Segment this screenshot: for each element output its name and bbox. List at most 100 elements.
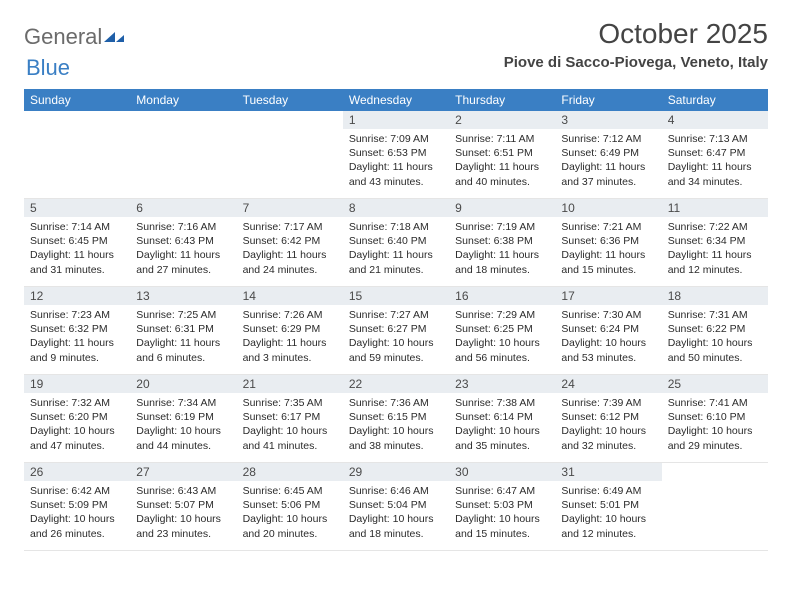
day-info: Sunrise: 7:21 AMSunset: 6:36 PMDaylight:…: [561, 220, 655, 277]
day-cell-25: 25 Sunrise: 7:41 AMSunset: 6:10 PMDayligh…: [662, 375, 768, 463]
day-number: 29: [343, 463, 449, 481]
weekday-header-row: SundayMondayTuesdayWednesdayThursdayFrid…: [24, 89, 768, 111]
day-cell-11: 11 Sunrise: 7:22 AMSunset: 6:34 PMDayligh…: [662, 199, 768, 287]
day-number: 31: [555, 463, 661, 481]
day-number: 22: [343, 375, 449, 393]
day-cell-28: 28Sunrise: 6:45 AMSunset: 5:06 PMDayligh…: [237, 463, 343, 551]
day-cell-26: 26 Sunrise: 6:42 AMSunset: 5:09 PMDayligh…: [24, 463, 130, 551]
day-number: 4: [662, 111, 768, 129]
day-number: 17: [555, 287, 661, 305]
day-cell-20: 20 Sunrise: 7:34 AMSunset: 6:19 PMDayligh…: [130, 375, 236, 463]
day-number: 7: [237, 199, 343, 217]
day-cell-6: 6 Sunrise: 7:16 AMSunset: 6:43 PMDaylight…: [130, 199, 236, 287]
day-info: Sunrise: 7:11 AMSunset: 6:51 PMDaylight:…: [455, 132, 549, 189]
day-number: 10: [555, 199, 661, 217]
day-info: Sunrise: 7:36 AMSunset: 6:15 PMDaylight:…: [349, 396, 443, 453]
day-cell-18: 18 Sunrise: 7:31 AMSunset: 6:22 PMDayligh…: [662, 287, 768, 375]
day-cell-16: 16Sunrise: 7:29 AMSunset: 6:25 PMDayligh…: [449, 287, 555, 375]
week-row: 1 Sunrise: 7:09 AMSunset: 6:53 PMDaylight…: [24, 111, 768, 199]
day-number: 12: [24, 287, 130, 305]
weekday-sunday: Sunday: [24, 89, 130, 111]
title-block: October 2025 Piove di Sacco-Piovega, Ven…: [504, 18, 768, 71]
day-number: 2: [449, 111, 555, 129]
weekday-thursday: Thursday: [449, 89, 555, 111]
month-title: October 2025: [504, 18, 768, 50]
day-cell-3: 3 Sunrise: 7:12 AMSunset: 6:49 PMDaylight…: [555, 111, 661, 199]
day-info: Sunrise: 7:38 AMSunset: 6:14 PMDaylight:…: [455, 396, 549, 453]
day-info: Sunrise: 7:41 AMSunset: 6:10 PMDaylight:…: [668, 396, 762, 453]
day-info: Sunrise: 7:32 AMSunset: 6:20 PMDaylight:…: [30, 396, 124, 453]
day-info: Sunrise: 7:18 AMSunset: 6:40 PMDaylight:…: [349, 220, 443, 277]
day-number: 13: [130, 287, 236, 305]
day-number: 6: [130, 199, 236, 217]
day-cell-23: 23 Sunrise: 7:38 AMSunset: 6:14 PMDayligh…: [449, 375, 555, 463]
weekday-monday: Monday: [130, 89, 236, 111]
day-number: 21: [237, 375, 343, 393]
day-info: Sunrise: 7:31 AMSunset: 6:22 PMDaylight:…: [668, 308, 762, 365]
day-number: 15: [343, 287, 449, 305]
weekday-saturday: Saturday: [662, 89, 768, 111]
day-info: Sunrise: 7:19 AMSunset: 6:38 PMDaylight:…: [455, 220, 549, 277]
day-info: Sunrise: 7:23 AMSunset: 6:32 PMDaylight:…: [30, 308, 124, 365]
day-number: 20: [130, 375, 236, 393]
logo: General: [24, 18, 126, 50]
day-info: Sunrise: 7:34 AMSunset: 6:19 PMDaylight:…: [136, 396, 230, 453]
day-cell-9: 9 Sunrise: 7:19 AMSunset: 6:38 PMDaylight…: [449, 199, 555, 287]
weekday-tuesday: Tuesday: [237, 89, 343, 111]
day-info: Sunrise: 7:16 AMSunset: 6:43 PMDaylight:…: [136, 220, 230, 277]
day-info: Sunrise: 6:42 AMSunset: 5:09 PMDaylight:…: [30, 484, 124, 541]
day-number: 24: [555, 375, 661, 393]
day-number: 5: [24, 199, 130, 217]
day-number: 3: [555, 111, 661, 129]
day-number: 18: [662, 287, 768, 305]
day-cell-15: 15Sunrise: 7:27 AMSunset: 6:27 PMDayligh…: [343, 287, 449, 375]
day-number: 23: [449, 375, 555, 393]
day-cell-31: 31 Sunrise: 6:49 AMSunset: 5:01 PMDayligh…: [555, 463, 661, 551]
day-info: Sunrise: 7:14 AMSunset: 6:45 PMDaylight:…: [30, 220, 124, 277]
week-row: 12 Sunrise: 7:23 AMSunset: 6:32 PMDayligh…: [24, 287, 768, 375]
day-cell-2: 2 Sunrise: 7:11 AMSunset: 6:51 PMDaylight…: [449, 111, 555, 199]
day-cell-empty: [237, 111, 343, 199]
day-cell-7: 7 Sunrise: 7:17 AMSunset: 6:42 PMDaylight…: [237, 199, 343, 287]
day-number: 16: [449, 287, 555, 305]
day-cell-5: 5 Sunrise: 7:14 AMSunset: 6:45 PMDaylight…: [24, 199, 130, 287]
day-info: Sunrise: 7:30 AMSunset: 6:24 PMDaylight:…: [561, 308, 655, 365]
day-number: 27: [130, 463, 236, 481]
day-info: Sunrise: 7:13 AMSunset: 6:47 PMDaylight:…: [668, 132, 762, 189]
logo-text-blue: Blue: [26, 55, 70, 80]
day-cell-empty: [24, 111, 130, 199]
week-row: 26 Sunrise: 6:42 AMSunset: 5:09 PMDayligh…: [24, 463, 768, 551]
day-info: Sunrise: 7:22 AMSunset: 6:34 PMDaylight:…: [668, 220, 762, 277]
day-cell-24: 24 Sunrise: 7:39 AMSunset: 6:12 PMDayligh…: [555, 375, 661, 463]
day-cell-29: 29Sunrise: 6:46 AMSunset: 5:04 PMDayligh…: [343, 463, 449, 551]
day-info: Sunrise: 7:25 AMSunset: 6:31 PMDaylight:…: [136, 308, 230, 365]
day-cell-30: 30Sunrise: 6:47 AMSunset: 5:03 PMDayligh…: [449, 463, 555, 551]
day-number: 9: [449, 199, 555, 217]
day-cell-22: 22 Sunrise: 7:36 AMSunset: 6:15 PMDayligh…: [343, 375, 449, 463]
day-cell-17: 17 Sunrise: 7:30 AMSunset: 6:24 PMDayligh…: [555, 287, 661, 375]
day-number: 25: [662, 375, 768, 393]
day-number: 8: [343, 199, 449, 217]
day-info: Sunrise: 7:12 AMSunset: 6:49 PMDaylight:…: [561, 132, 655, 189]
day-info: Sunrise: 6:45 AMSunset: 5:06 PMDaylight:…: [243, 484, 337, 541]
day-info: Sunrise: 6:43 AMSunset: 5:07 PMDaylight:…: [136, 484, 230, 541]
location: Piove di Sacco-Piovega, Veneto, Italy: [504, 54, 768, 71]
week-row: 5 Sunrise: 7:14 AMSunset: 6:45 PMDaylight…: [24, 199, 768, 287]
day-cell-19: 19Sunrise: 7:32 AMSunset: 6:20 PMDayligh…: [24, 375, 130, 463]
day-info: Sunrise: 7:35 AMSunset: 6:17 PMDaylight:…: [243, 396, 337, 453]
day-number: 1: [343, 111, 449, 129]
day-number: 11: [662, 199, 768, 217]
day-cell-27: 27 Sunrise: 6:43 AMSunset: 5:07 PMDayligh…: [130, 463, 236, 551]
logo-icon: [104, 24, 124, 50]
day-number: 30: [449, 463, 555, 481]
day-cell-1: 1 Sunrise: 7:09 AMSunset: 6:53 PMDaylight…: [343, 111, 449, 199]
day-number: 26: [24, 463, 130, 481]
day-info: Sunrise: 7:39 AMSunset: 6:12 PMDaylight:…: [561, 396, 655, 453]
day-info: Sunrise: 7:09 AMSunset: 6:53 PMDaylight:…: [349, 132, 443, 189]
day-cell-10: 10 Sunrise: 7:21 AMSunset: 6:36 PMDayligh…: [555, 199, 661, 287]
calendar-page: General October 2025 Piove di Sacco-Piov…: [0, 0, 792, 561]
day-info: Sunrise: 6:49 AMSunset: 5:01 PMDaylight:…: [561, 484, 655, 541]
day-cell-21: 21 Sunrise: 7:35 AMSunset: 6:17 PMDayligh…: [237, 375, 343, 463]
day-info: Sunrise: 7:17 AMSunset: 6:42 PMDaylight:…: [243, 220, 337, 277]
day-cell-13: 13 Sunrise: 7:25 AMSunset: 6:31 PMDayligh…: [130, 287, 236, 375]
